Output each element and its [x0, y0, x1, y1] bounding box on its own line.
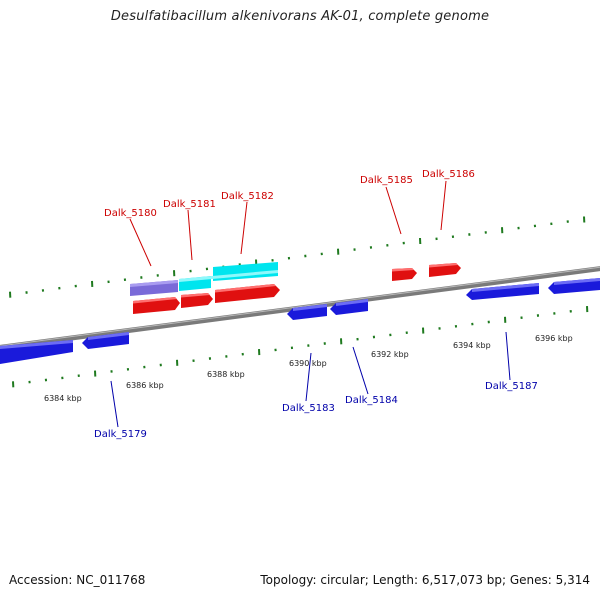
gene-arrow-dalk-5185[interactable] — [392, 268, 417, 281]
scale-label: 6392 kbp — [371, 350, 409, 359]
forward-gene-track — [133, 263, 461, 314]
scale-label: 6388 kbp — [207, 370, 245, 379]
gene-label-dalk-5187[interactable]: Dalk_5187 — [485, 381, 538, 392]
purple-feature-shade — [130, 280, 178, 287]
scale-label: 6394 kbp — [453, 341, 491, 350]
gene-arrow-reverse-right-shade — [554, 278, 600, 285]
forward-label-leaders — [129, 180, 447, 267]
gene-label-dalk-5185[interactable]: Dalk_5185 — [360, 175, 413, 186]
scale-label: 6384 kbp — [44, 394, 82, 403]
gene-arrow-reverse-left-shade — [0, 340, 73, 349]
leader-line — [187, 209, 193, 261]
genome-title: Desulfatibacillum alkenivorans AK-01, co… — [110, 9, 490, 24]
leader-line — [110, 380, 119, 428]
gene-label-dalk-5183[interactable]: Dalk_5183 — [282, 403, 335, 414]
reverse-gene-labels: Dalk_5179 Dalk_5183 Dalk_5184 Dalk_5187 — [94, 381, 538, 440]
scale-label: 6396 kbp — [535, 334, 573, 343]
cyan-feature-shade — [179, 270, 278, 282]
leader-line — [240, 201, 248, 255]
forward-tick-track — [9, 216, 586, 298]
gene-arrow-dalk-5185-shade — [392, 268, 414, 272]
scale-label: 6390 kbp — [289, 359, 327, 368]
reverse-label-leaders — [110, 331, 511, 428]
feature-track — [130, 262, 278, 296]
gene-arrow-dalk-5181-shade — [181, 293, 210, 298]
gene-arrow-dalk-5187-shade — [472, 283, 539, 292]
leader-line — [385, 186, 402, 235]
forward-gene-labels: Dalk_5180 Dalk_5181 Dalk_5182 Dalk_5185 … — [104, 169, 475, 219]
accession-label: Accession: NC_011768 — [9, 573, 146, 587]
gene-label-dalk-5182[interactable]: Dalk_5182 — [221, 191, 274, 202]
gene-arrow-dalk-5180-shade — [133, 297, 177, 304]
leader-line — [305, 352, 312, 402]
genome-backbone-highlight — [0, 266, 600, 347]
leader-line — [129, 218, 152, 267]
genome-stats-label: Topology: circular; Length: 6,517,073 bp… — [260, 573, 590, 587]
leader-line — [505, 331, 511, 381]
gene-arrow-dalk-5186-shade — [429, 263, 458, 268]
gene-arrow-dalk-5179-shade — [88, 332, 129, 340]
reverse-tick-track — [12, 306, 589, 388]
gene-label-dalk-5181[interactable]: Dalk_5181 — [163, 199, 216, 210]
gene-label-dalk-5179[interactable]: Dalk_5179 — [94, 429, 147, 440]
gene-arrow-dalk-5182-shade — [215, 284, 276, 293]
gene-arrow-dalk-5183-shade — [293, 304, 327, 311]
leader-line — [352, 346, 369, 395]
gene-label-dalk-5184[interactable]: Dalk_5184 — [345, 395, 398, 406]
gene-arrow-dalk-5184-shade — [336, 299, 368, 306]
gene-label-dalk-5180[interactable]: Dalk_5180 — [104, 208, 157, 219]
leader-line — [440, 180, 447, 231]
gene-label-dalk-5186[interactable]: Dalk_5186 — [422, 169, 475, 180]
scale-labels: 6384 kbp 6386 kbp 6388 kbp 6390 kbp 6392… — [44, 334, 573, 403]
scale-label: 6386 kbp — [126, 381, 164, 390]
reverse-gene-track — [0, 278, 600, 364]
